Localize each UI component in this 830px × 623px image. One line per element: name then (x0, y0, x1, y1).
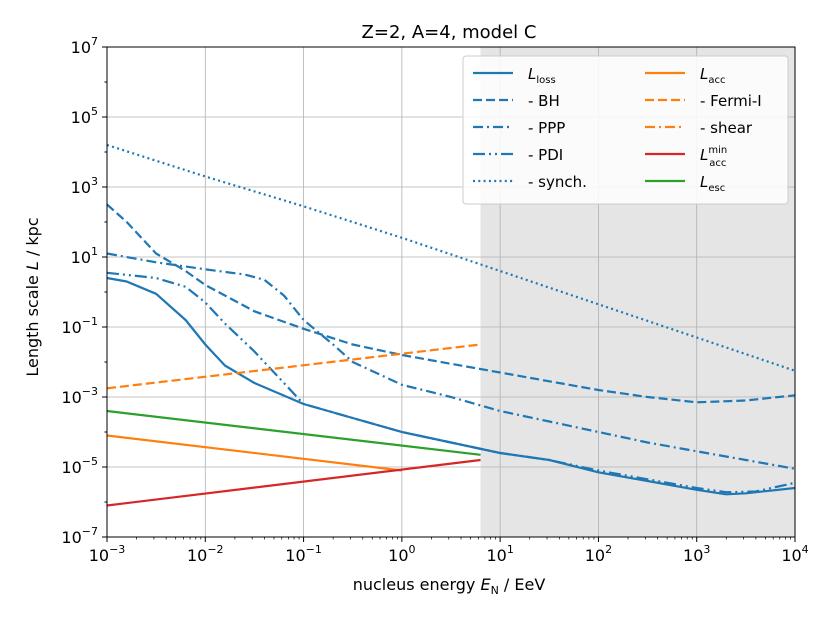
x-tick-label: 10−3 (89, 543, 126, 565)
legend-text: - shear (700, 119, 753, 137)
x-axis-label-sub: N (491, 584, 499, 597)
legend-label-esc: Lesc (700, 173, 725, 194)
legend-label-shear: - shear (700, 119, 753, 137)
y-tick-label: 105 (71, 105, 98, 127)
legend-text: - PDI (528, 146, 563, 164)
y-tick-exp: −5 (82, 455, 98, 468)
y-tick-label: 10−1 (61, 315, 98, 337)
x-tick-base: 10 (89, 546, 109, 565)
y-axis-label-main: Length scale (23, 270, 42, 377)
x-tick-exp: 2 (605, 543, 612, 556)
x-tick-base: 10 (388, 546, 408, 565)
x-tick-exp: 4 (802, 543, 809, 556)
series-line-acc (106, 434, 403, 472)
series-line-fermi (106, 343, 481, 390)
legend-label-acc: Lacc (700, 65, 725, 86)
y-tick-base: 10 (71, 178, 91, 197)
legend-sub: loss (536, 75, 555, 86)
y-axis-label-unit: / kpc (23, 217, 42, 261)
y-tick-exp: −7 (82, 525, 98, 538)
x-tick-exp: 0 (409, 543, 416, 556)
legend-text: - PPP (528, 119, 565, 137)
y-tick-exp: 5 (91, 105, 98, 118)
axes-frame (102, 46, 796, 542)
legend-text: - synch. (528, 173, 587, 191)
series-line-ppp (106, 252, 796, 470)
y-tick-base: 10 (71, 108, 91, 127)
x-tick-label: 103 (683, 543, 710, 565)
y-tick-exp: 7 (91, 35, 98, 48)
y-tick-exp: 3 (91, 175, 98, 188)
x-axis-label: nucleus energy EN / EeV (353, 575, 546, 597)
legend-var: L (528, 65, 536, 83)
x-tick-exp: −3 (109, 543, 125, 556)
x-axis-label-var: E (480, 575, 491, 594)
y-tick-label: 10−5 (61, 455, 98, 477)
legend-sub: esc (708, 183, 725, 194)
x-tick-exp: 1 (507, 543, 514, 556)
x-tick-exp: −1 (306, 543, 322, 556)
y-tick-base: 10 (71, 248, 91, 267)
y-axis-label: Length scale L / kpc (23, 217, 42, 376)
series-lines (106, 143, 796, 507)
x-tick-label: 10−2 (187, 543, 224, 565)
legend-label-accmin: Lmin acc (700, 145, 727, 169)
x-tick-base: 10 (683, 546, 703, 565)
x-tick-base: 10 (781, 546, 801, 565)
y-axis-label-var: L (23, 261, 42, 270)
y-tick-exp: −1 (82, 315, 98, 328)
legend-label-pdi: - PDI (528, 146, 563, 164)
legend-var: L (700, 173, 708, 191)
x-tick-label: 102 (585, 543, 612, 565)
legend-label-fermi: - Fermi-I (700, 92, 762, 110)
x-tick-label: 104 (781, 543, 808, 565)
x-axis-label-unit: / EeV (499, 575, 546, 594)
legend-box (462, 55, 789, 205)
x-tick-label: 100 (388, 543, 415, 565)
x-tick-exp: 3 (703, 543, 710, 556)
legend-label-loss: Lloss (528, 65, 556, 86)
legend: Lloss - BH - PPP - PDI - synch. Lacc - Fermi-I… (462, 55, 789, 205)
y-tick-exp: 1 (91, 245, 98, 258)
y-tick-label: 10−3 (61, 385, 98, 407)
y-tick-label: 107 (71, 35, 98, 57)
y-tick-label: 10−7 (61, 525, 98, 547)
y-tick-exp: −3 (82, 385, 98, 398)
legend-sub: acc (708, 75, 725, 86)
legend-var: L (700, 65, 708, 83)
x-tick-base: 10 (486, 546, 506, 565)
series-line-pdi (106, 271, 796, 494)
legend-var: L (700, 146, 708, 164)
legend-label-synch: - synch. (528, 173, 587, 191)
x-axis-label-main: nucleus energy (353, 575, 481, 594)
legend-label-bh: - BH (528, 92, 560, 110)
y-tick-label: 103 (71, 175, 98, 197)
legend-sup: min (708, 145, 727, 156)
legend-text: - Fermi-I (700, 92, 762, 110)
y-tick-label: 101 (71, 245, 98, 267)
y-tick-base: 10 (71, 38, 91, 57)
series-line-esc (106, 409, 481, 456)
x-tick-base: 10 (187, 546, 207, 565)
tick-labels: 10−3 10−2 10−1 100 101 102 103 10410−710−510−31… (61, 35, 808, 565)
y-tick-base: 10 (61, 388, 81, 407)
chart-title: Z=2, A=4, model C (362, 22, 537, 43)
x-tick-base: 10 (585, 546, 605, 565)
series-line-loss (106, 276, 796, 496)
series-line-synch (106, 143, 796, 372)
legend-text: - BH (528, 92, 560, 110)
legend-sub: acc (709, 158, 726, 169)
series-line-accmin (106, 458, 481, 507)
x-tick-exp: −2 (207, 543, 223, 556)
legend-label-ppp: - PPP (528, 119, 565, 137)
y-tick-base: 10 (61, 318, 81, 337)
x-tick-label: 101 (486, 543, 513, 565)
x-tick-base: 10 (285, 546, 305, 565)
y-tick-base: 10 (61, 458, 81, 477)
y-tick-base: 10 (61, 528, 81, 547)
x-tick-label: 10−1 (285, 543, 322, 565)
